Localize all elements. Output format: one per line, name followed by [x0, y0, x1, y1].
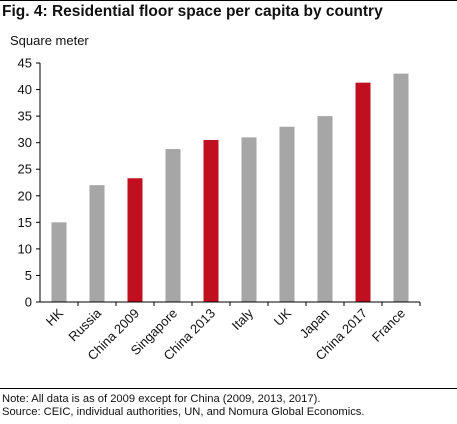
y-tick-label: 40 — [18, 82, 32, 97]
chart-note: Note: All data is as of 2009 except for … — [2, 393, 321, 405]
y-axis-ticks: 0 5 10 15 20 25 30 35 40 45 — [18, 56, 40, 310]
y-tick-label: 0 — [25, 295, 32, 310]
y-tick-label: 35 — [18, 109, 32, 124]
y-tick-label: 30 — [18, 135, 32, 150]
bar-china-2013 — [203, 140, 219, 302]
y-tick-label: 20 — [18, 188, 32, 203]
y-tick-label: 15 — [18, 215, 32, 230]
chart-title: Fig. 4: Residential floor space per capi… — [2, 3, 383, 20]
bar-uk — [279, 126, 295, 302]
top-rule — [0, 0, 457, 1]
bar-japan — [317, 116, 333, 302]
x-tick-label: Italy — [229, 305, 257, 333]
chart-source: Source: CEIC, individual authorities, UN… — [2, 406, 365, 418]
bar-china-2009 — [127, 178, 143, 302]
y-tick-label: 10 — [18, 241, 32, 256]
bar-china-2017 — [355, 82, 371, 302]
bar-italy — [241, 137, 257, 302]
y-tick-label: 5 — [25, 268, 32, 283]
bars — [51, 73, 409, 302]
bar-singapore — [165, 149, 181, 302]
y-axis-label: Square meter — [10, 33, 89, 48]
y-tick-label: 25 — [18, 162, 32, 177]
y-tick-label: 45 — [18, 56, 32, 71]
bar-russia — [89, 185, 105, 302]
bar-hk — [51, 222, 67, 302]
bar-france — [393, 73, 409, 302]
x-tick-label: Japan — [296, 306, 332, 342]
bottom-rule — [0, 388, 457, 389]
x-tick-label: HK — [43, 305, 67, 329]
x-tick-label: France — [369, 306, 408, 345]
x-tick-label: UK — [271, 305, 295, 329]
